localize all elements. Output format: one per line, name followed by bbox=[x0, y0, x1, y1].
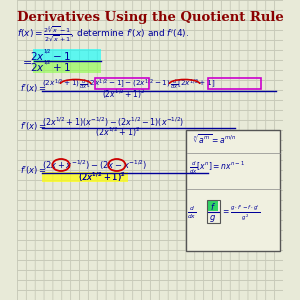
Text: $\frac{d}{dx}$: $\frac{d}{dx}$ bbox=[187, 205, 196, 221]
Text: $2x^{^{1\!/\!2}} + 1$: $2x^{^{1\!/\!2}} + 1$ bbox=[30, 59, 71, 74]
Text: $\sqrt[n]{a^m} = a^{m/n}$: $\sqrt[n]{a^m} = a^{m/n}$ bbox=[193, 133, 236, 146]
Text: $(2x^{1/2}+1)^2$: $(2x^{1/2}+1)^2$ bbox=[78, 170, 126, 184]
Text: $(2x^{1/2}+1)^2$: $(2x^{1/2}+1)^2$ bbox=[102, 88, 145, 101]
Text: $f'(x)=$: $f'(x)=$ bbox=[20, 82, 46, 94]
Text: $f'(x)=$: $f'(x)=$ bbox=[20, 164, 46, 175]
Text: $g$: $g$ bbox=[209, 213, 216, 224]
FancyBboxPatch shape bbox=[208, 201, 218, 211]
FancyBboxPatch shape bbox=[186, 130, 280, 250]
Text: $(2x^{1/2}+1)^2$: $(2x^{1/2}+1)^2$ bbox=[95, 126, 141, 139]
FancyBboxPatch shape bbox=[42, 172, 128, 182]
Text: $(2x^{1/2}+1)(x^{-1/2})-(2x^{1/2}-1)(x^{-1/2})$: $(2x^{1/2}+1)(x^{-1/2})-(2x^{1/2}-1)(x^{… bbox=[42, 116, 185, 129]
FancyBboxPatch shape bbox=[33, 60, 101, 73]
Text: $(2x^{1/2}+1)\,\frac{d}{dx}[2x^{1/2}-1]-(2x^{1/2}-1)\,\frac{d}{dx}[2x^{1/2}+1]$: $(2x^{1/2}+1)\,\frac{d}{dx}[2x^{1/2}-1]-… bbox=[42, 77, 216, 92]
Text: $\frac{d}{dx}[x^n] = nx^{n-1}$: $\frac{d}{dx}[x^n] = nx^{n-1}$ bbox=[188, 160, 244, 176]
Text: $= \frac{g\cdot f'-f\cdot g'}{g^2}$: $= \frac{g\cdot f'-f\cdot g'}{g^2}$ bbox=[221, 203, 260, 223]
Text: $(2x + x^{-1/2})-(2x - x^{-1/2})$: $(2x + x^{-1/2})-(2x - x^{-1/2})$ bbox=[42, 159, 148, 172]
Text: $f(x)=\frac{2\sqrt[4]{x^{\,}}-1}{2\sqrt{x}+1}$, determine $f'(x)$ and $f'(4)$.: $f(x)=\frac{2\sqrt[4]{x^{\,}}-1}{2\sqrt{… bbox=[17, 25, 189, 44]
Text: $f'(x)=$: $f'(x)=$ bbox=[20, 120, 46, 132]
FancyBboxPatch shape bbox=[33, 49, 101, 62]
Text: $2x^{^{1\!/\!2}} - 1$: $2x^{^{1\!/\!2}} - 1$ bbox=[30, 47, 71, 62]
Text: Derivatives Using the Quotient Rule: Derivatives Using the Quotient Rule bbox=[16, 11, 283, 23]
Text: $=$: $=$ bbox=[20, 56, 32, 66]
Text: $(2x^{1/2}+1)^2$: $(2x^{1/2}+1)^2$ bbox=[78, 170, 126, 184]
Text: $f$: $f$ bbox=[210, 201, 216, 212]
